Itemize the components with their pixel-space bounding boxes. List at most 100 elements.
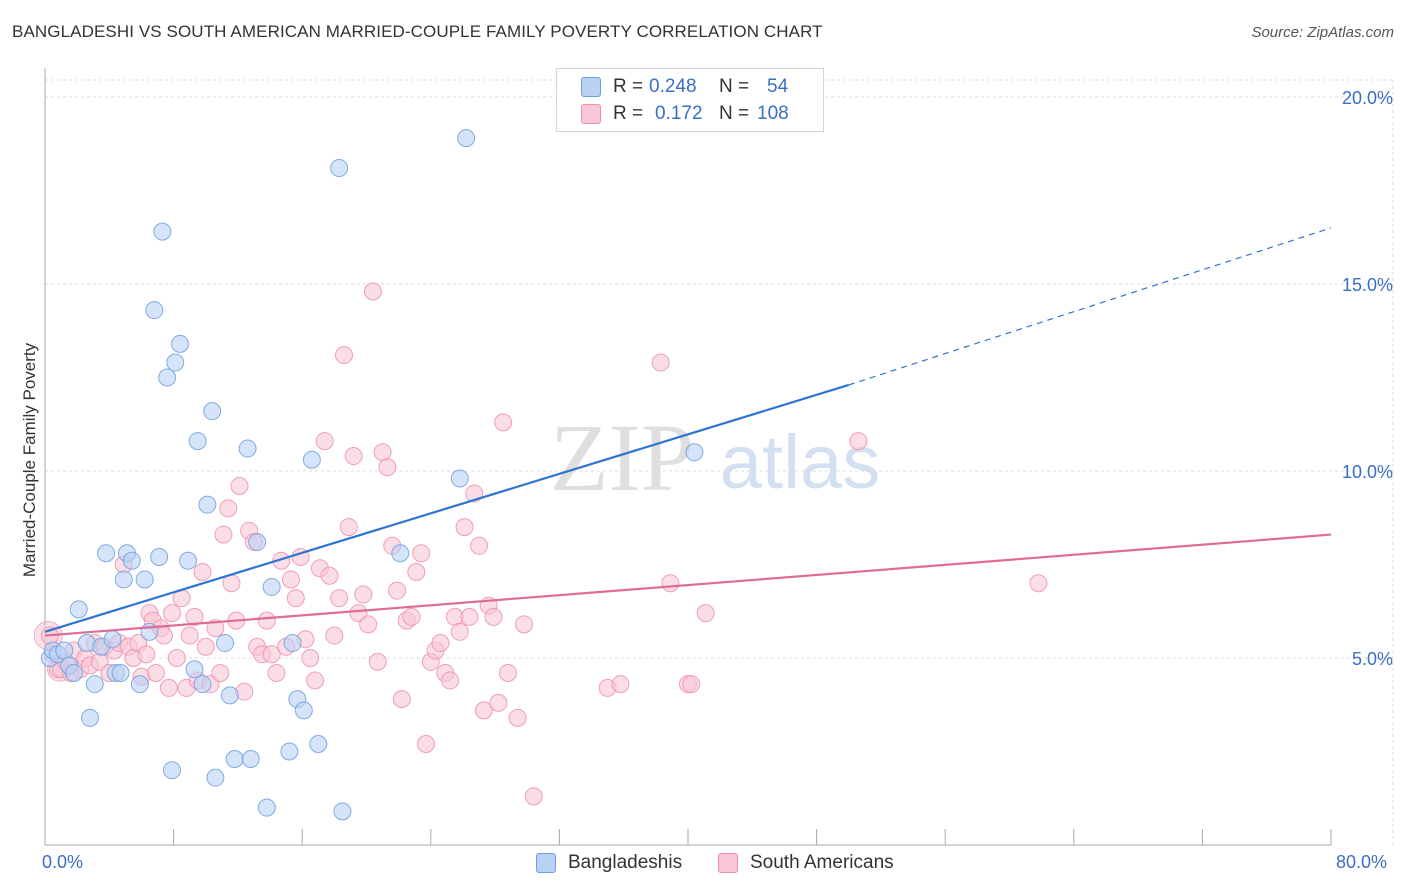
r-label: R =	[613, 76, 644, 97]
south-american-point	[267, 663, 286, 682]
bangladeshi-point	[103, 630, 122, 649]
south-american-point	[388, 581, 407, 600]
bangladeshi-point	[391, 544, 410, 563]
bangladeshi-point	[280, 742, 299, 761]
south-american-point	[431, 634, 450, 653]
south-american-point	[334, 346, 353, 365]
south-american-point	[474, 701, 493, 720]
x-tick-label-min: 0.0%	[42, 852, 84, 872]
bangladeshi-point	[302, 450, 321, 469]
south-american-point	[196, 637, 215, 656]
south-american-point	[1029, 574, 1048, 593]
chart-source: Source: ZipAtlas.com	[1251, 24, 1394, 41]
south-american-point	[441, 671, 460, 690]
south-american-point	[508, 708, 527, 727]
south-american-point	[412, 544, 431, 563]
south-americans-swatch	[718, 853, 738, 873]
bangladeshi-point	[114, 570, 133, 589]
bangladeshi-point	[150, 548, 169, 567]
south-american-point	[696, 604, 715, 623]
south-american-point	[455, 518, 474, 537]
trend-lines	[44, 227, 1332, 637]
bangladeshi-trend-line	[44, 383, 850, 633]
bangladeshi-point	[241, 749, 260, 768]
bangladeshi-point	[225, 749, 244, 768]
south-american-point	[286, 589, 305, 608]
bangladeshi-point	[162, 761, 181, 780]
r-value: 0.172	[655, 103, 703, 124]
south-american-point	[180, 626, 199, 645]
bangladeshi-point	[257, 798, 276, 817]
south-american-point	[498, 663, 517, 682]
south-american-point	[378, 458, 397, 477]
bangladeshi-point	[55, 641, 74, 660]
south-american-point	[344, 447, 363, 466]
south-american-point	[185, 607, 204, 626]
south-american-point	[262, 645, 281, 664]
south-american-point	[368, 652, 387, 671]
south-american-point	[354, 585, 373, 604]
bangladeshi-point	[216, 634, 235, 653]
south-american-point	[407, 562, 426, 581]
stats-row-bangladeshis: R = 0.248 N = 54	[581, 75, 788, 99]
y-tick-label: 20.0%	[1342, 88, 1393, 108]
south-american-point	[363, 282, 382, 301]
bangladeshi-point	[85, 675, 104, 694]
south-american-point	[320, 566, 339, 585]
bangladeshi-point	[130, 675, 149, 694]
south-american-point	[515, 615, 534, 634]
south-american-point	[359, 615, 378, 634]
bangladeshi-point	[171, 334, 190, 353]
r-value: 0.248	[649, 76, 697, 97]
bangladeshi-point	[238, 439, 257, 458]
bangladeshi-point	[166, 353, 185, 372]
bangladeshi-point	[220, 686, 239, 705]
stats-legend: R = 0.248 N = 54 R = 0.172 N = 108	[556, 68, 824, 132]
n-value: 54	[767, 76, 789, 97]
south-american-point	[306, 671, 325, 690]
south-americans-swatch	[581, 104, 601, 124]
bangladeshi-point	[283, 634, 302, 653]
r-label: R =	[613, 103, 644, 124]
bangladeshi-point	[135, 570, 154, 589]
south-american-point	[392, 690, 411, 709]
data-points	[33, 129, 1048, 821]
south-american-point	[301, 649, 320, 667]
south-american-point	[524, 787, 543, 806]
south-american-point	[402, 607, 421, 626]
watermark: ZIP atlas	[550, 404, 880, 511]
south-american-point	[219, 499, 238, 518]
legend-item-south-americans: South Americans	[718, 852, 894, 874]
bangladeshi-point	[145, 301, 164, 320]
bangladeshi-point	[81, 708, 100, 727]
bangladeshi-point	[450, 469, 469, 488]
bangladeshi-point	[111, 663, 130, 682]
bangladeshi-point	[122, 551, 141, 570]
south-american-point	[651, 353, 670, 372]
watermark-zip: ZIP	[550, 404, 694, 511]
south-american-point	[450, 622, 469, 641]
bangladeshi-point	[185, 660, 204, 679]
south-american-point	[325, 626, 344, 645]
bangladeshi-point	[193, 675, 212, 694]
y-axis-label: Married-Couple Family Poverty	[20, 342, 39, 578]
bangladeshi-point	[294, 701, 313, 720]
south-american-point	[484, 607, 503, 626]
south-american-point	[167, 649, 186, 667]
bangladeshi-point	[206, 768, 225, 787]
bangladeshi-point	[64, 663, 83, 682]
south-american-point	[159, 678, 178, 697]
south-american-point	[460, 607, 479, 626]
south-american-point	[339, 518, 358, 537]
bangladeshi-point	[158, 368, 177, 387]
south-american-point	[416, 735, 435, 754]
south-american-point	[206, 619, 225, 638]
bangladeshi-point	[457, 129, 476, 148]
y-tick-label: 15.0%	[1342, 275, 1393, 295]
south-american-point	[193, 562, 212, 581]
bangladeshi-point	[188, 432, 207, 451]
south-american-point	[489, 693, 508, 712]
legend-label: Bangladeshis	[568, 852, 683, 873]
bangladeshi-trend-extension	[848, 227, 1332, 386]
